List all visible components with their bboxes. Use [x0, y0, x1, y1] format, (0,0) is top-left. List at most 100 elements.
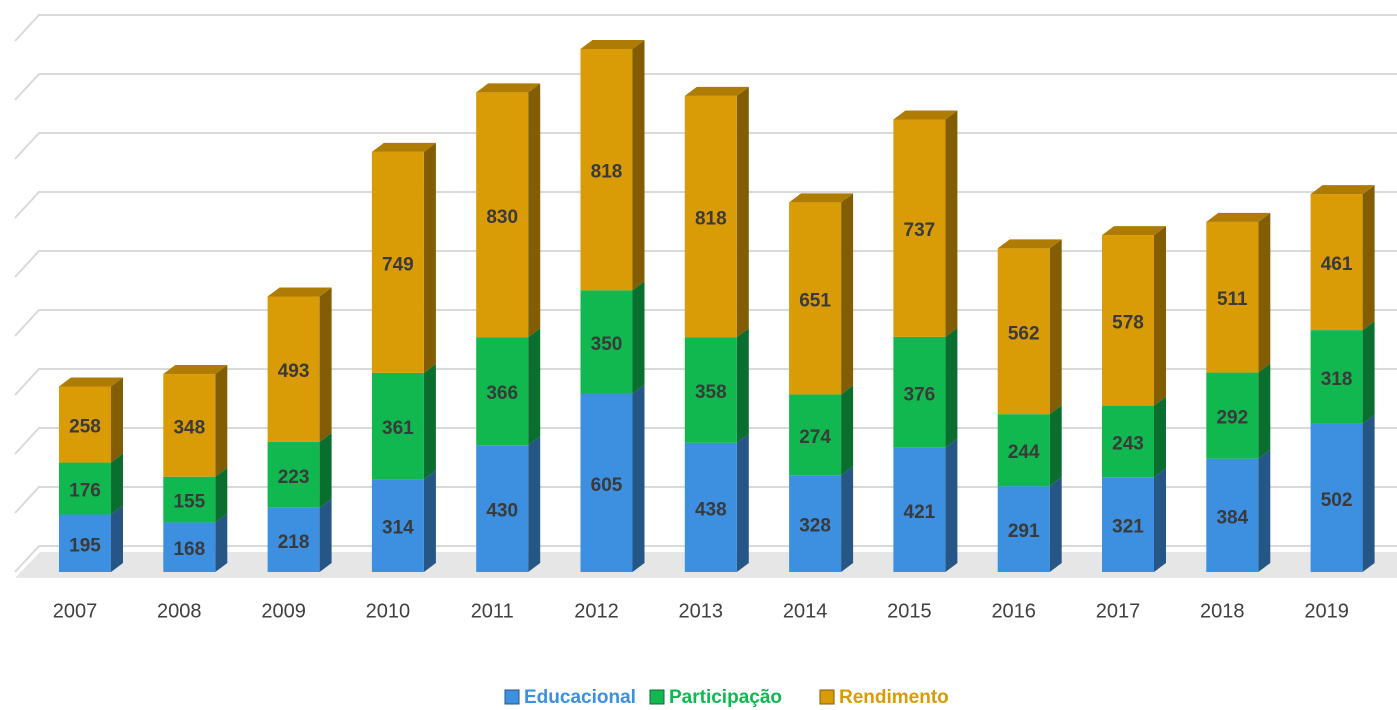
bar-side — [1362, 414, 1375, 572]
bar-side — [111, 505, 123, 572]
data-label: 376 — [904, 384, 936, 405]
data-label: 737 — [904, 220, 936, 241]
bar — [1310, 194, 1363, 331]
bar-top — [1206, 212, 1271, 222]
data-label: 562 — [1008, 323, 1040, 344]
x-tick-label: 2017 — [1096, 600, 1141, 622]
data-label: 155 — [173, 492, 205, 513]
legend-label: Rendimento — [839, 687, 949, 708]
bar — [1310, 330, 1363, 424]
bar — [476, 445, 529, 572]
data-label: 749 — [382, 254, 414, 275]
bar-side — [736, 328, 749, 443]
bar — [267, 296, 320, 442]
bar-side — [215, 365, 228, 477]
bar — [893, 119, 946, 337]
bar-side — [528, 83, 541, 338]
bar-top — [997, 239, 1062, 249]
bar-side — [945, 110, 958, 337]
legend-swatch — [819, 689, 835, 705]
bar — [267, 507, 320, 572]
data-label: 502 — [1321, 490, 1353, 511]
bar-top — [267, 287, 332, 297]
x-tick-label: 2015 — [887, 600, 932, 622]
bar — [59, 514, 111, 572]
bar-top — [1102, 226, 1166, 236]
bar-side — [1154, 226, 1166, 406]
data-label: 493 — [278, 361, 310, 382]
bar-side — [736, 86, 749, 338]
bar-side — [632, 281, 645, 394]
bar — [1102, 477, 1154, 572]
data-label: 314 — [382, 518, 414, 539]
data-label: 258 — [69, 417, 101, 438]
bar-top — [59, 377, 123, 387]
bar-side — [111, 377, 123, 463]
bar-side — [945, 327, 958, 448]
bar-side — [423, 142, 436, 373]
bar-side — [841, 466, 854, 572]
data-label: 461 — [1321, 254, 1353, 275]
data-label: 605 — [591, 475, 623, 496]
bar — [1206, 221, 1259, 373]
bar — [893, 336, 946, 448]
data-label: 243 — [1112, 433, 1144, 454]
bar-side — [1049, 239, 1062, 415]
data-label: 244 — [1008, 442, 1040, 463]
bar — [580, 48, 633, 291]
x-tick-label: 2018 — [1200, 600, 1245, 622]
x-tick-label: 2008 — [157, 600, 202, 622]
x-tick-label: 2014 — [783, 600, 828, 622]
bar — [371, 151, 424, 373]
data-label: 384 — [1216, 507, 1248, 528]
legend-label: Educacional — [524, 687, 636, 708]
x-tick-label: 2016 — [991, 600, 1036, 622]
bar — [267, 441, 320, 508]
bar-side — [528, 328, 541, 446]
data-label: 511 — [1217, 289, 1248, 310]
data-label: 651 — [799, 290, 831, 311]
bar — [1206, 458, 1259, 572]
data-label: 168 — [173, 539, 205, 560]
data-label: 195 — [69, 535, 101, 556]
bar-side — [841, 385, 854, 476]
x-tick-label: 2010 — [366, 600, 411, 622]
bar-side — [319, 287, 332, 442]
bar — [893, 447, 946, 572]
bar — [789, 394, 842, 476]
bar-side — [319, 432, 332, 508]
data-label: 366 — [486, 383, 518, 404]
bar-side — [1362, 185, 1375, 331]
bar-side — [1258, 449, 1271, 572]
bar-side — [1154, 396, 1166, 478]
bar-top — [371, 142, 436, 152]
bar — [476, 92, 529, 338]
data-label: 328 — [799, 516, 831, 537]
bar-top — [684, 86, 749, 96]
bar-side — [1258, 363, 1271, 459]
legend-label: Participação — [669, 687, 782, 708]
data-label: 421 — [904, 502, 936, 523]
bar-top — [163, 365, 228, 375]
x-tick-label: 2012 — [574, 600, 619, 622]
bar-top — [893, 110, 958, 120]
bar-top — [476, 83, 541, 93]
bar-side — [319, 498, 332, 572]
data-label: 818 — [695, 209, 727, 230]
data-label: 292 — [1216, 408, 1248, 429]
data-label: 223 — [278, 467, 310, 488]
bar-side — [423, 470, 436, 572]
bar — [684, 337, 737, 443]
bar-side — [1362, 321, 1375, 424]
bar — [684, 442, 737, 572]
x-tick-label: 2013 — [679, 600, 724, 622]
bar — [163, 476, 216, 523]
data-label: 274 — [799, 427, 831, 448]
bar-top — [789, 193, 854, 203]
data-label: 321 — [1112, 517, 1144, 538]
bar — [789, 475, 842, 572]
bar-side — [423, 363, 436, 480]
bar-top — [1310, 185, 1375, 195]
data-label: 218 — [278, 532, 310, 553]
